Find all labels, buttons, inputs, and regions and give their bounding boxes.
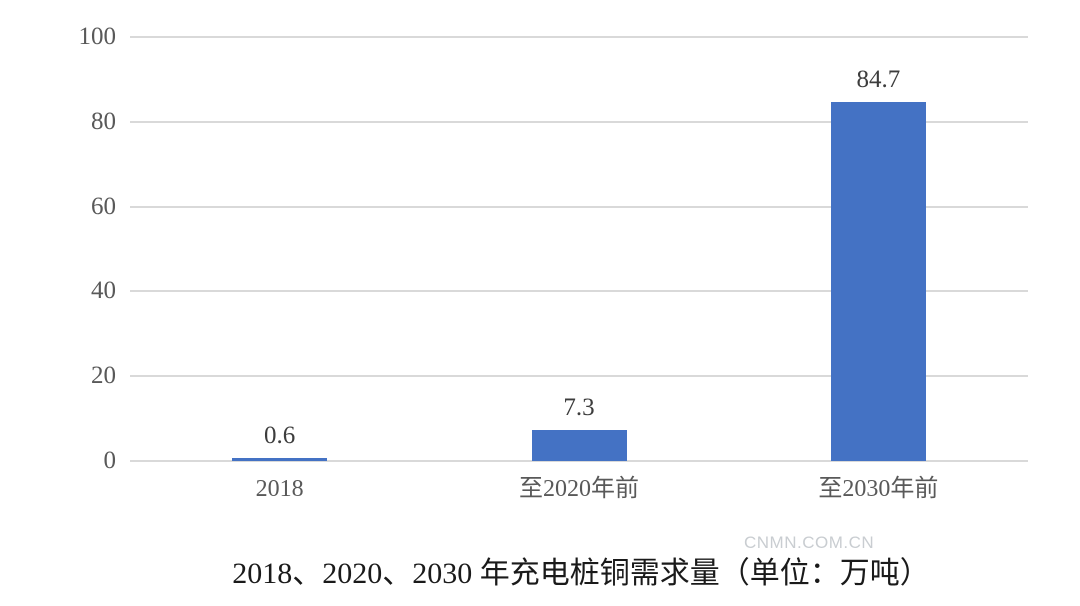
bar (830, 101, 926, 461)
y-tick-label: 40 (91, 277, 116, 305)
y-tick-label: 100 (78, 23, 117, 50)
watermark: CNMN.COM.CN (744, 533, 875, 552)
y-tick-label: 80 (91, 107, 116, 135)
bar-value-label: 84.7 (856, 65, 901, 93)
y-tick-label: 60 (91, 192, 116, 220)
bar (232, 458, 328, 461)
bar-value-label: 0.6 (264, 422, 296, 450)
chart-title: 2018、2020、2030 年充电桩铜需求量（单位：万吨） (232, 557, 930, 590)
x-tick-label: 至2020年前 (519, 476, 639, 502)
gridline (130, 290, 1028, 293)
gridline (130, 375, 1028, 378)
bar-value-label: 7.3 (563, 394, 595, 422)
gridline (130, 460, 1028, 462)
bar (531, 430, 627, 461)
gridline (130, 36, 1028, 38)
y-tick-label: 0 (103, 447, 117, 474)
y-tick-label: 20 (91, 362, 116, 390)
x-tick-label: 至2030年前 (818, 476, 939, 502)
x-tick-label: 2018 (255, 476, 304, 502)
gridline (130, 205, 1028, 208)
gridline (130, 120, 1028, 123)
